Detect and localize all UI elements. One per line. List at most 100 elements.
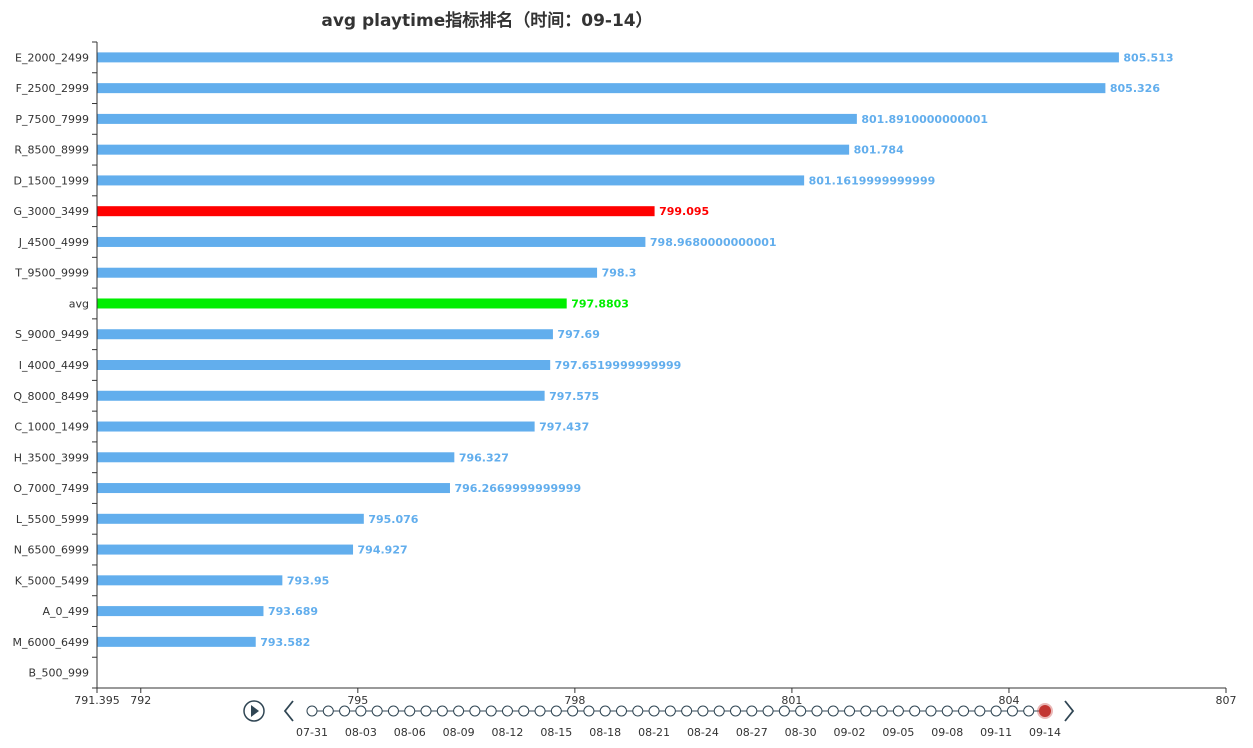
timeline-label[interactable]: 08-27: [736, 726, 768, 739]
timeline-point[interactable]: [958, 705, 970, 717]
bar-value-label: 799.095: [659, 205, 709, 218]
timeline-label[interactable]: 08-03: [345, 726, 377, 739]
bar[interactable]: [97, 267, 598, 278]
bar[interactable]: [97, 360, 551, 370]
timeline-label[interactable]: 08-12: [491, 726, 523, 739]
timeline-point[interactable]: [860, 705, 872, 717]
timeline-label[interactable]: 08-30: [785, 726, 817, 739]
bar-value-label: 801.784: [854, 144, 904, 157]
bar[interactable]: [97, 575, 283, 586]
bar[interactable]: [97, 421, 535, 432]
timeline-point[interactable]: [1023, 705, 1035, 717]
timeline-label[interactable]: 08-18: [589, 726, 621, 739]
bar[interactable]: [97, 298, 567, 309]
timeline-label[interactable]: 08-06: [394, 726, 426, 739]
timeline-label[interactable]: 08-24: [687, 726, 719, 739]
timeline-label[interactable]: 08-09: [443, 726, 475, 739]
timeline-current-point[interactable]: [1039, 705, 1051, 717]
bar[interactable]: [97, 83, 1106, 94]
bar[interactable]: [97, 452, 455, 463]
bar[interactable]: [97, 236, 646, 247]
timeline-point[interactable]: [615, 705, 627, 717]
timeline-point[interactable]: [730, 705, 742, 717]
bar[interactable]: [97, 144, 850, 155]
bar[interactable]: [97, 544, 354, 555]
timeline-point[interactable]: [844, 705, 856, 717]
timeline-point[interactable]: [306, 705, 318, 717]
bar[interactable]: [97, 390, 545, 401]
timeline-point[interactable]: [534, 705, 546, 717]
timeline-point[interactable]: [550, 705, 562, 717]
timeline-point[interactable]: [469, 705, 481, 717]
timeline-label[interactable]: 08-21: [638, 726, 670, 739]
bar-value-label: 797.69: [557, 328, 599, 341]
timeline-point[interactable]: [648, 705, 660, 717]
timeline-point[interactable]: [681, 705, 693, 717]
timeline-point[interactable]: [974, 705, 986, 717]
timeline-point[interactable]: [339, 705, 351, 717]
timeline-point[interactable]: [387, 705, 399, 717]
timeline-point[interactable]: [876, 705, 888, 717]
timeline-point[interactable]: [404, 705, 416, 717]
timeline-point[interactable]: [941, 705, 953, 717]
y-tick-label: T_9500_9999: [14, 267, 89, 280]
timeline-label[interactable]: 09-05: [882, 726, 914, 739]
chevron-left-icon[interactable]: [283, 700, 294, 722]
y-tick-label: C_1000_1499: [14, 421, 89, 434]
timeline-point[interactable]: [371, 705, 383, 717]
timeline-point[interactable]: [827, 705, 839, 717]
timeline-point[interactable]: [583, 705, 595, 717]
timeline-point[interactable]: [322, 705, 334, 717]
timeline-point[interactable]: [518, 705, 530, 717]
timeline-point[interactable]: [485, 705, 497, 717]
timeline-point[interactable]: [778, 705, 790, 717]
bar[interactable]: [97, 513, 364, 524]
bar[interactable]: [97, 52, 1119, 63]
y-tick-label: avg: [69, 297, 89, 310]
timeline-label[interactable]: 09-14: [1029, 726, 1061, 739]
bar[interactable]: [97, 175, 805, 186]
y-tick-label: M_6000_6499: [13, 636, 89, 649]
timeline-point[interactable]: [355, 705, 367, 717]
timeline-point[interactable]: [632, 705, 644, 717]
y-tick-label: H_3500_3999: [14, 451, 89, 464]
timeline-point[interactable]: [697, 705, 709, 717]
y-tick-label: R_8500_8999: [14, 144, 89, 157]
timeline-point[interactable]: [892, 705, 904, 717]
timeline-point[interactable]: [925, 705, 937, 717]
timeline-point[interactable]: [420, 705, 432, 717]
y-tick-label: L_5500_5999: [16, 513, 89, 526]
timeline-point[interactable]: [599, 705, 611, 717]
timeline-point[interactable]: [746, 705, 758, 717]
timeline-point[interactable]: [909, 705, 921, 717]
timeline[interactable]: 07-31 08-03 08-06 08-09 08-12 08-15 08-18 08-21…: [243, 700, 1075, 739]
y-tick-label: P_7500_7999: [15, 113, 89, 126]
bar[interactable]: [97, 636, 256, 647]
bar[interactable]: [97, 606, 264, 617]
timeline-label[interactable]: 07-31: [296, 726, 328, 739]
timeline-point[interactable]: [501, 705, 513, 717]
chevron-right-icon[interactable]: [1064, 700, 1075, 722]
timeline-point[interactable]: [762, 705, 774, 717]
bar[interactable]: [97, 206, 655, 217]
timeline-label[interactable]: 08-15: [540, 726, 572, 739]
bars-group: 805.513 805.326 801.8910000000001 801.784 80…: [97, 51, 1174, 649]
timeline-label[interactable]: 09-11: [980, 726, 1012, 739]
timeline-point[interactable]: [795, 705, 807, 717]
bar[interactable]: [97, 483, 450, 494]
timeline-point[interactable]: [664, 705, 676, 717]
timeline-point[interactable]: [811, 705, 823, 717]
timeline-point[interactable]: [713, 705, 725, 717]
timeline-point[interactable]: [453, 705, 465, 717]
timeline-point[interactable]: [567, 705, 579, 717]
y-tick-label: S_9000_9499: [15, 328, 89, 341]
timeline-label[interactable]: 09-02: [834, 726, 866, 739]
timeline-point[interactable]: [436, 705, 448, 717]
timeline-label[interactable]: 09-08: [931, 726, 963, 739]
timeline-point[interactable]: [990, 705, 1002, 717]
axes-group: E_2000_2499 F_2500_2999 P_7500_7999 R_8500_…: [13, 41, 1237, 707]
bar[interactable]: [97, 329, 553, 340]
timeline-point[interactable]: [1006, 705, 1018, 717]
play-icon[interactable]: [243, 700, 265, 722]
bar[interactable]: [97, 113, 857, 124]
